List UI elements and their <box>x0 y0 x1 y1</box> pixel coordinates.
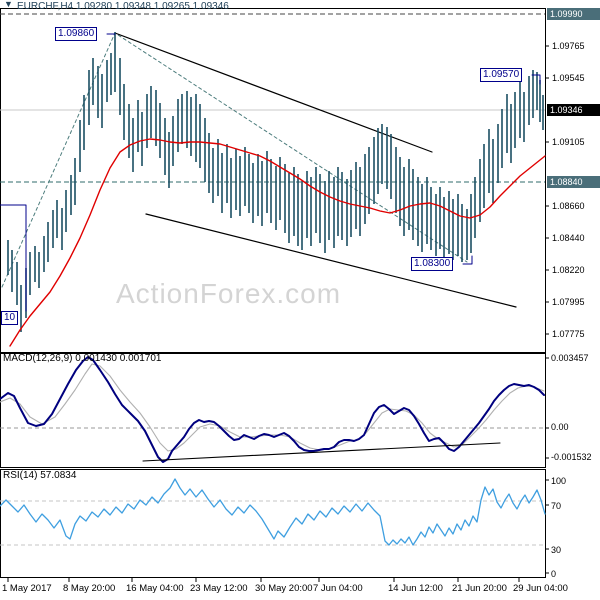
time-axis-label: 29 Jun 04:00 <box>513 583 568 594</box>
chart-title: EURCHF,H4 1.09280 1.09348 1.09265 1.0934… <box>17 1 229 12</box>
price-tick-label: 1.09105 <box>552 137 585 147</box>
macd-axis-zero: 0.00 <box>551 422 569 432</box>
price-tick-label: 1.09765 <box>552 41 585 51</box>
macd-label: MACD(12,26,9) 0.001430 0.001701 <box>3 353 162 364</box>
axis-label-resistance: 1.09990 <box>547 8 600 20</box>
macd-signal-line <box>0 363 545 452</box>
axis-label-last-price: 1.09346 <box>547 104 600 116</box>
callout-swing-low[interactable]: 1.08300 <box>411 257 454 271</box>
rsi-panel[interactable] <box>0 469 546 578</box>
macd-axis-top: 0.003457 <box>551 353 589 363</box>
rsi-axis-label: 70 <box>551 501 562 511</box>
time-axis-label: 7 Jun 04:00 <box>313 583 363 594</box>
watermark: ActionForex.com <box>116 278 342 309</box>
zigzag-line <box>1 32 468 288</box>
rsi-axis-label: 0 <box>551 569 557 579</box>
price-tick-label: 1.07995 <box>552 297 585 307</box>
rsi-line <box>0 478 546 546</box>
rsi-axis-label: 30 <box>551 545 562 555</box>
time-axis-label: 1 May 2017 <box>2 583 52 594</box>
callout-recent-high[interactable]: 1.09570 <box>480 68 523 82</box>
lower-trendline[interactable] <box>145 213 517 308</box>
rsi-label: RSI(14) 57.0834 <box>3 470 77 481</box>
symbol-dropdown-icon[interactable]: ▼ <box>4 0 13 9</box>
time-axis-label: 21 Jun 20:00 <box>452 583 507 594</box>
time-axis-label: 8 May 20:00 <box>63 583 116 594</box>
callout-connector <box>0 204 27 312</box>
upper-trendline[interactable] <box>114 32 433 153</box>
macd-trendline[interactable] <box>142 442 501 462</box>
main-chart-panel[interactable] <box>0 8 546 353</box>
callout-clipped-level[interactable]: 10 <box>1 311 19 325</box>
macd-axis-bottom: -0.001532 <box>551 452 592 462</box>
time-axis-label: 14 Jun 12:00 <box>388 583 443 594</box>
rsi-axis-label: 100 <box>551 476 567 486</box>
callout-swing-high[interactable]: 1.09860 <box>55 27 98 41</box>
axis-label-support: 1.08840 <box>547 176 600 188</box>
time-axis-label: 23 May 12:00 <box>190 583 248 594</box>
macd-line <box>0 356 545 463</box>
candles <box>7 32 544 332</box>
macd-panel[interactable] <box>0 353 546 468</box>
time-axis-label: 30 May 20:00 <box>255 583 313 594</box>
price-tick-label: 1.08220 <box>552 265 585 275</box>
moving-average-line <box>9 138 546 347</box>
price-tick-label: 1.08660 <box>552 201 585 211</box>
callout-connector <box>462 255 473 265</box>
callout-connector <box>531 74 541 85</box>
price-tick-label: 1.07775 <box>552 329 585 339</box>
price-tick-label: 1.09545 <box>552 73 585 83</box>
time-axis-label: 16 May 04:00 <box>126 583 184 594</box>
price-tick-label: 1.08440 <box>552 233 585 243</box>
